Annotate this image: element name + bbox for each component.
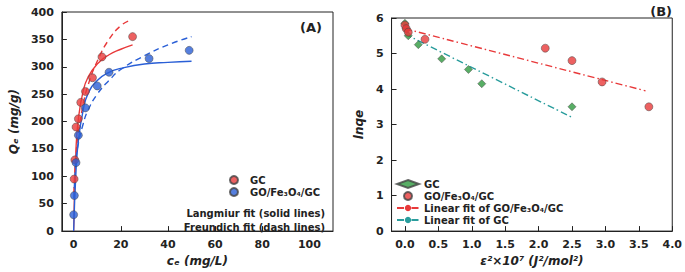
svg-text:1: 1 [376, 189, 384, 202]
svg-text:4.0: 4.0 [663, 238, 683, 251]
svg-text:100: 100 [31, 170, 54, 183]
svg-text:(B): (B) [650, 4, 672, 19]
svg-text:6: 6 [376, 12, 384, 25]
svg-text:ε²×10⁷ (J²/mol²): ε²×10⁷ (J²/mol²) [480, 254, 583, 268]
svg-text:GO/Fe₃O₄/GC: GO/Fe₃O₄/GC [424, 191, 494, 202]
svg-text:0: 0 [70, 238, 78, 251]
svg-text:1.0: 1.0 [462, 238, 482, 251]
svg-text:3.0: 3.0 [596, 238, 616, 251]
svg-text:Freundich fit (dash lines): Freundich fit (dash lines) [184, 222, 325, 233]
svg-text:cₑ (mg/L): cₑ (mg/L) [167, 254, 228, 268]
svg-text:300: 300 [31, 60, 54, 73]
svg-text:50: 50 [39, 197, 55, 210]
svg-text:100: 100 [298, 238, 321, 251]
svg-text:2: 2 [376, 154, 384, 167]
svg-text:150: 150 [31, 142, 54, 155]
svg-text:Langmiur fit (solid lines): Langmiur fit (solid lines) [186, 208, 325, 219]
svg-text:200: 200 [31, 115, 54, 128]
svg-text:0.5: 0.5 [429, 238, 449, 251]
svg-text:GC: GC [250, 175, 266, 186]
svg-text:350: 350 [31, 33, 54, 46]
svg-text:lnqe: lnqe [352, 110, 366, 139]
svg-text:4: 4 [376, 83, 384, 96]
svg-text:80: 80 [255, 238, 271, 251]
svg-text:0: 0 [46, 225, 54, 238]
svg-text:3: 3 [376, 118, 384, 131]
svg-text:2.5: 2.5 [562, 238, 582, 251]
svg-text:250: 250 [31, 88, 54, 101]
svg-text:GC: GC [424, 179, 440, 190]
svg-text:Linear fit of GC: Linear fit of GC [424, 215, 509, 226]
svg-text:2.0: 2.0 [529, 238, 549, 251]
svg-text:40: 40 [160, 238, 176, 251]
svg-text:(A): (A) [300, 20, 322, 35]
svg-text:0: 0 [376, 225, 384, 238]
svg-text:GO/Fe₃O₄/GC: GO/Fe₃O₄/GC [250, 187, 320, 198]
svg-text:Linear fit of GO/Fe₃O₄/GC: Linear fit of GO/Fe₃O₄/GC [424, 203, 563, 214]
svg-text:Qₑ (mg/g): Qₑ (mg/g) [7, 89, 21, 154]
svg-text:3.5: 3.5 [629, 238, 649, 251]
svg-text:0.0: 0.0 [395, 238, 415, 251]
svg-text:20: 20 [113, 238, 129, 251]
svg-text:1.5: 1.5 [495, 238, 515, 251]
svg-text:60: 60 [207, 238, 223, 251]
svg-text:400: 400 [31, 6, 54, 19]
svg-text:5: 5 [376, 47, 384, 60]
